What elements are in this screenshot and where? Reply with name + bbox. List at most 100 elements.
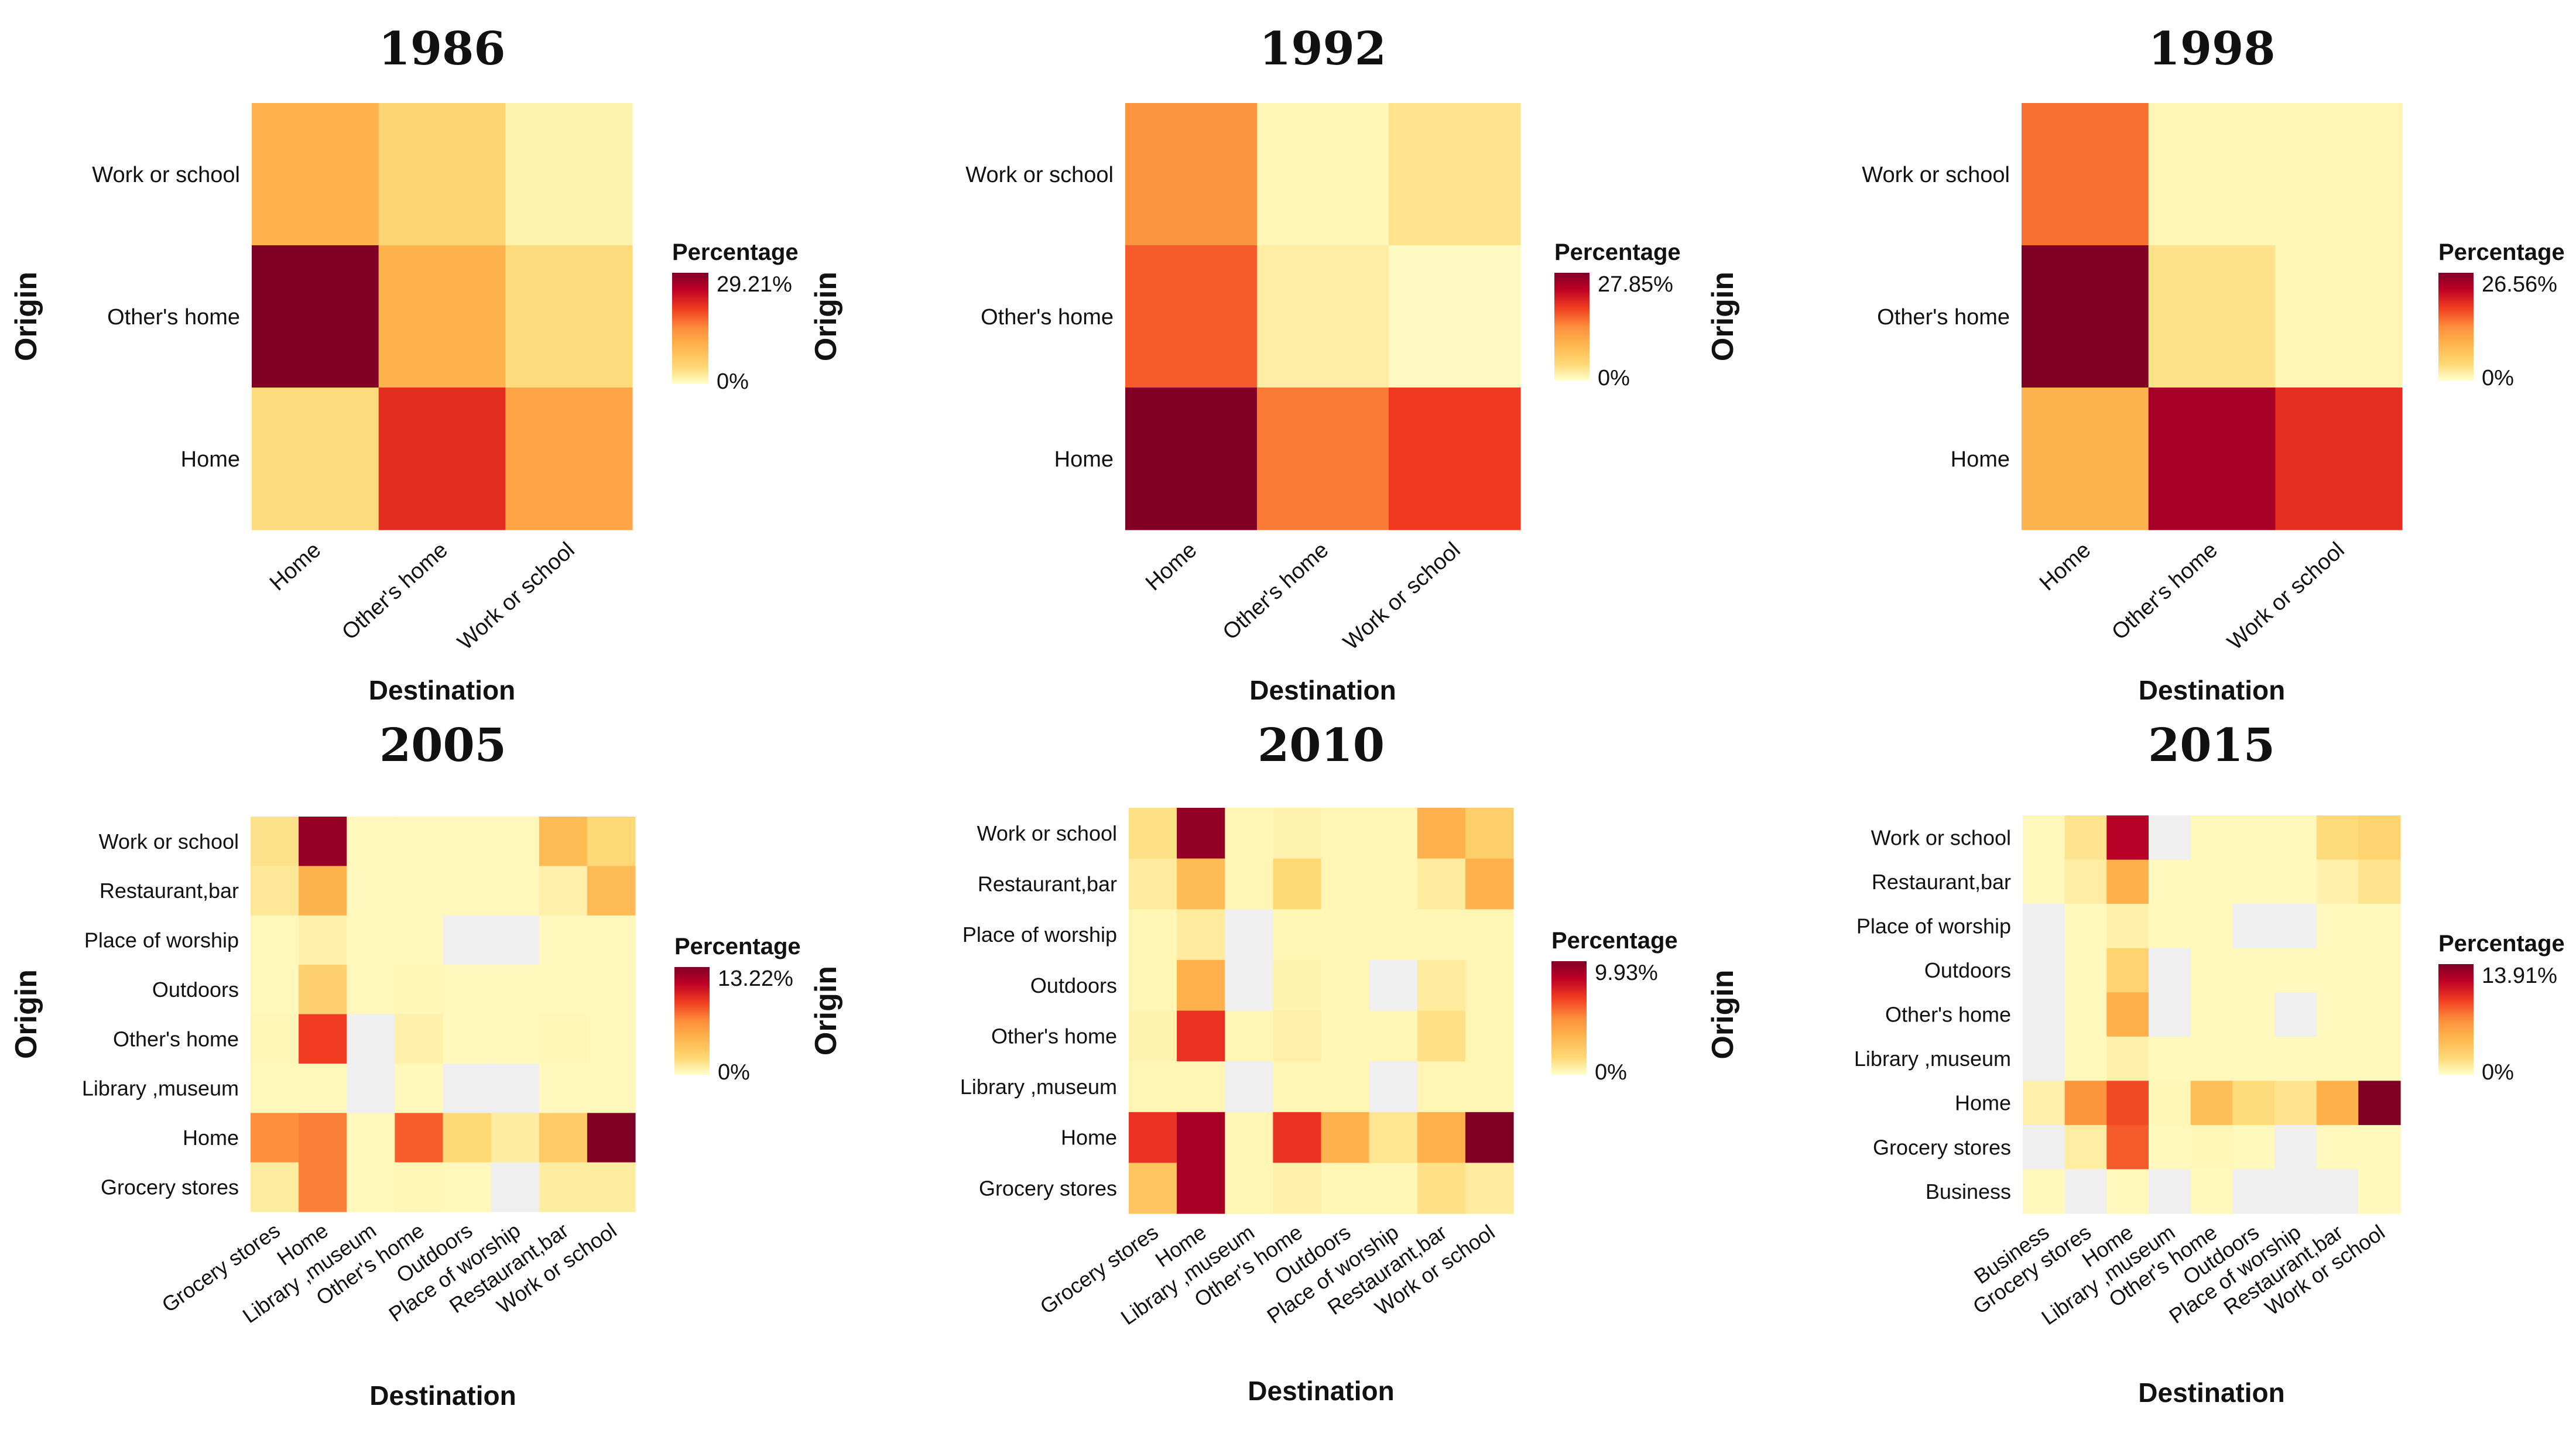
x-axis-title: Destination [369, 675, 515, 705]
heatmap-cell [2149, 859, 2191, 904]
heatmap-cell [1273, 808, 1322, 859]
heatmap-cell [1369, 1112, 1418, 1163]
y-axis-title: Origin [809, 272, 843, 361]
y-axis-title: Origin [1706, 969, 1740, 1059]
heatmap-cell [252, 388, 379, 530]
heatmap-cell [395, 817, 444, 866]
heatmap-cell [2232, 904, 2275, 949]
heatmap-cell [2275, 103, 2403, 246]
heatmap-cell [1465, 1010, 1514, 1062]
heatmap-cell [587, 1063, 636, 1113]
heatmap-cell [1369, 1163, 1418, 1214]
legend-max-label: 27.85% [1598, 272, 1673, 297]
y-tick-label: Other's home [1877, 305, 2010, 330]
heatmap-cell [587, 817, 636, 866]
heatmap-cell [2358, 859, 2401, 904]
heatmap-cell [587, 965, 636, 1015]
heatmap-cell [1225, 909, 1273, 961]
heatmap-cell [2106, 948, 2149, 993]
heatmap-cell [1417, 1010, 1466, 1062]
heatmap-cell [299, 1113, 347, 1163]
y-axis-title: Origin [9, 969, 43, 1059]
legend-colorbar [674, 967, 710, 1075]
heatmap-cell [347, 1113, 395, 1163]
x-tick-label: Other's home [2107, 537, 2222, 644]
heatmap-cell [347, 915, 395, 965]
y-tick-label: Other's home [1885, 1003, 2011, 1027]
y-tick-label: Restaurant,bar [100, 879, 239, 903]
heatmap-cell [491, 1063, 540, 1113]
heatmap-cell [1177, 959, 1225, 1012]
x-tick-label: Home [1141, 537, 1201, 595]
heatmap-cell [1417, 959, 1466, 1012]
heatmap-cell [505, 388, 633, 530]
y-tick-label: Home [1061, 1126, 1117, 1150]
heatmap-cell [395, 1063, 444, 1113]
heatmap-cell [2106, 1036, 2149, 1081]
heatmap-cell [1177, 858, 1225, 910]
heatmap-cell [2190, 904, 2233, 949]
legend-min-label: 0% [717, 369, 749, 394]
heatmap-cell [378, 103, 506, 246]
heatmap-cell [252, 103, 379, 246]
heatmap-cell [539, 1063, 588, 1113]
heatmap-cell [2106, 815, 2149, 861]
heatmap-cell [252, 245, 379, 388]
y-tick-label: Home [183, 1126, 239, 1150]
heatmap-cell [1321, 808, 1370, 859]
heatmap-cell [2023, 904, 2065, 949]
heatmap-cell [2316, 1036, 2359, 1081]
heatmap-cell [443, 866, 492, 916]
heatmap-cell [2358, 1125, 2401, 1170]
heatmap-cell [395, 1113, 444, 1163]
heatmap-cell [2316, 859, 2359, 904]
chart-title: 2015 [2148, 719, 2275, 772]
y-axis-title: Origin [9, 272, 43, 361]
y-tick-label: Outdoors [152, 978, 239, 1002]
heatmap-cell [2232, 815, 2275, 861]
y-tick-label: Home [1951, 447, 2010, 472]
legend-title: Percentage [1554, 239, 1681, 265]
heatmap-cell [2275, 388, 2403, 530]
heatmap-cell [2232, 1169, 2275, 1214]
heatmap-cell [2149, 992, 2191, 1037]
heatmap-cell [395, 965, 444, 1015]
heatmap-cell [378, 388, 506, 530]
heatmap-cell [2274, 1125, 2317, 1170]
y-tick-label: Place of worship [84, 928, 239, 952]
heatmap-cell [1273, 1061, 1322, 1113]
heatmap-cell [299, 1162, 347, 1212]
heatmap-cell [1417, 858, 1466, 910]
y-tick-label: Restaurant,bar [978, 872, 1117, 896]
heatmap-cell [347, 1162, 395, 1212]
heatmap-cell [1321, 1112, 1370, 1163]
heatmap-cell [539, 1162, 588, 1212]
x-axis-title: Destination [369, 1380, 516, 1411]
heatmap-cell [2232, 992, 2275, 1037]
y-axis-title: Origin [1706, 272, 1740, 361]
chart-title: 1992 [1259, 22, 1386, 76]
heatmap-cell [2106, 1169, 2149, 1214]
heatmap-cell [347, 965, 395, 1015]
heatmap-cell [1177, 1010, 1225, 1062]
heatmap-cell [1417, 1061, 1466, 1113]
y-tick-label: Business [1926, 1180, 2011, 1204]
heatmap-cell [491, 866, 540, 916]
heatmap-cell [491, 817, 540, 866]
heatmap-cell [2232, 1036, 2275, 1081]
legend-title: Percentage [672, 239, 799, 265]
heatmap-cell [1465, 858, 1514, 910]
heatmap-cell [1225, 1163, 1273, 1214]
heatmap-cell [1321, 858, 1370, 910]
legend-min-label: 0% [2482, 1060, 2514, 1085]
heatmap-cell [1129, 858, 1177, 910]
heatmap-cell [2149, 904, 2191, 949]
heatmap-cell [251, 817, 299, 866]
heatmap-cell [443, 965, 492, 1015]
heatmap-cell [2232, 859, 2275, 904]
heatmap-cell [1321, 1010, 1370, 1062]
legend-colorbar [1551, 961, 1587, 1075]
heatmap-cell [1129, 959, 1177, 1012]
heatmap-cell [2358, 992, 2401, 1037]
